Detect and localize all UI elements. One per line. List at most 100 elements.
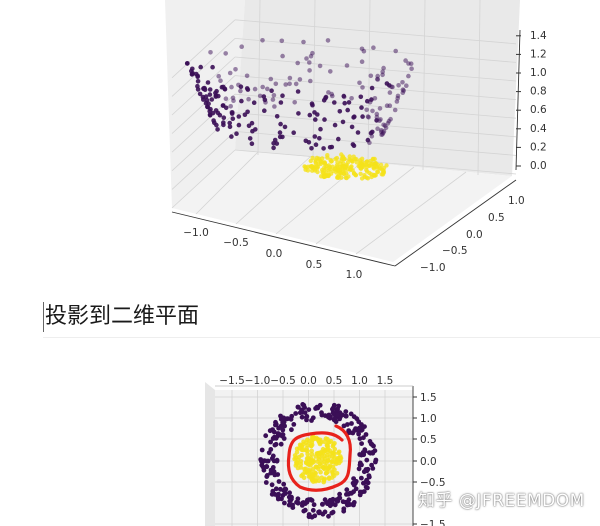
data-point-outer <box>321 146 326 151</box>
data-point-outer <box>406 73 411 79</box>
data-point-outer <box>353 479 359 484</box>
data-point-outer <box>239 44 244 49</box>
data-point-outer <box>332 100 337 105</box>
data-point-outer <box>379 128 384 133</box>
data-point-outer <box>361 489 367 494</box>
data-point-outer <box>293 81 299 87</box>
data-point-outer <box>257 93 263 99</box>
data-point-outer <box>346 100 352 105</box>
data-point-inner <box>302 164 307 169</box>
data-point-outer <box>337 416 342 422</box>
data-point-outer <box>341 506 347 512</box>
data-point-outer <box>361 480 366 486</box>
y-tick-label: −1.0 <box>420 262 446 274</box>
data-point-outer <box>197 91 203 97</box>
data-point-outer <box>301 39 306 45</box>
data-point-outer <box>288 416 294 422</box>
data-point-outer <box>270 453 276 459</box>
data-point-outer <box>359 441 364 446</box>
data-point-outer <box>220 103 226 108</box>
data-point-outer <box>344 492 349 497</box>
data-point-outer <box>295 60 301 66</box>
data-point-outer <box>307 68 312 73</box>
data-point-outer <box>295 89 301 94</box>
data-point-inner <box>305 164 311 169</box>
data-point-inner <box>331 442 336 447</box>
data-point-inner <box>325 444 331 449</box>
data-point-outer <box>293 411 299 416</box>
data-point-inner <box>368 162 374 167</box>
data-point-outer <box>301 402 307 408</box>
data-point-outer <box>214 122 219 128</box>
data-point-outer <box>320 501 325 507</box>
data-point-outer <box>403 58 408 63</box>
data-point-outer <box>360 114 365 119</box>
data-point-inner <box>375 169 381 175</box>
data-point-outer <box>281 481 287 487</box>
data-point-outer <box>297 77 303 82</box>
data-point-outer <box>299 414 305 420</box>
data-point-outer <box>279 496 284 502</box>
data-point-outer <box>236 122 242 128</box>
data-point-outer <box>368 130 374 136</box>
data-point-inner <box>309 163 315 169</box>
data-point-outer <box>306 512 312 517</box>
data-point-outer <box>344 487 350 493</box>
data-point-outer <box>265 86 270 92</box>
data-point-outer <box>358 94 364 100</box>
data-point-outer <box>340 119 346 125</box>
data-point-outer <box>263 480 269 485</box>
y-tick-label: 1.0 <box>508 195 525 207</box>
x-tick-label: 0.5 <box>326 375 343 387</box>
data-point-outer <box>221 115 227 120</box>
data-point-outer <box>363 432 369 437</box>
data-point-outer <box>244 73 250 79</box>
data-point-outer <box>227 124 233 130</box>
data-point-outer <box>195 79 201 84</box>
data-point-outer <box>233 67 238 72</box>
x-tick-label: 0.5 <box>306 259 323 271</box>
data-point-outer <box>315 112 320 117</box>
data-point-outer <box>351 489 356 495</box>
data-point-inner <box>297 442 303 448</box>
data-point-outer <box>189 72 195 77</box>
data-point-outer <box>204 97 210 103</box>
data-point-outer <box>287 81 292 87</box>
data-point-outer <box>302 410 308 415</box>
data-point-outer <box>246 96 251 102</box>
data-point-inner <box>342 156 347 162</box>
data-point-outer <box>287 490 292 496</box>
data-point-outer <box>309 146 314 151</box>
data-point-outer <box>272 137 278 143</box>
data-point-outer <box>272 104 277 109</box>
data-point-outer <box>251 100 257 105</box>
data-point-outer <box>273 486 279 492</box>
data-point-outer <box>309 101 315 106</box>
data-point-outer <box>382 123 388 128</box>
y-tick-label: 0.0 <box>420 456 437 468</box>
data-point-outer <box>304 56 309 61</box>
data-point-outer <box>216 73 221 79</box>
data-point-outer <box>210 64 215 70</box>
data-point-inner <box>334 155 340 161</box>
z-tick-label: 0.4 <box>530 123 547 135</box>
data-point-outer <box>368 73 374 79</box>
data-point-outer <box>332 122 338 128</box>
data-point-inner <box>304 459 309 465</box>
data-point-outer <box>244 86 250 91</box>
data-point-inner <box>352 171 357 176</box>
data-point-outer <box>205 104 210 110</box>
data-point-outer <box>289 427 294 433</box>
data-point-outer <box>184 61 190 66</box>
data-point-inner <box>338 171 343 176</box>
data-point-inner <box>329 159 334 164</box>
z-tick-label: 1.2 <box>530 48 547 60</box>
z-tick-label: 0.8 <box>530 86 547 98</box>
data-point-outer <box>332 502 338 508</box>
watermark: 知乎 @JFREEMDOM <box>418 491 585 511</box>
data-point-inner <box>334 163 339 168</box>
data-point-outer <box>223 96 229 101</box>
data-point-outer <box>373 457 379 463</box>
data-point-outer <box>236 114 242 119</box>
